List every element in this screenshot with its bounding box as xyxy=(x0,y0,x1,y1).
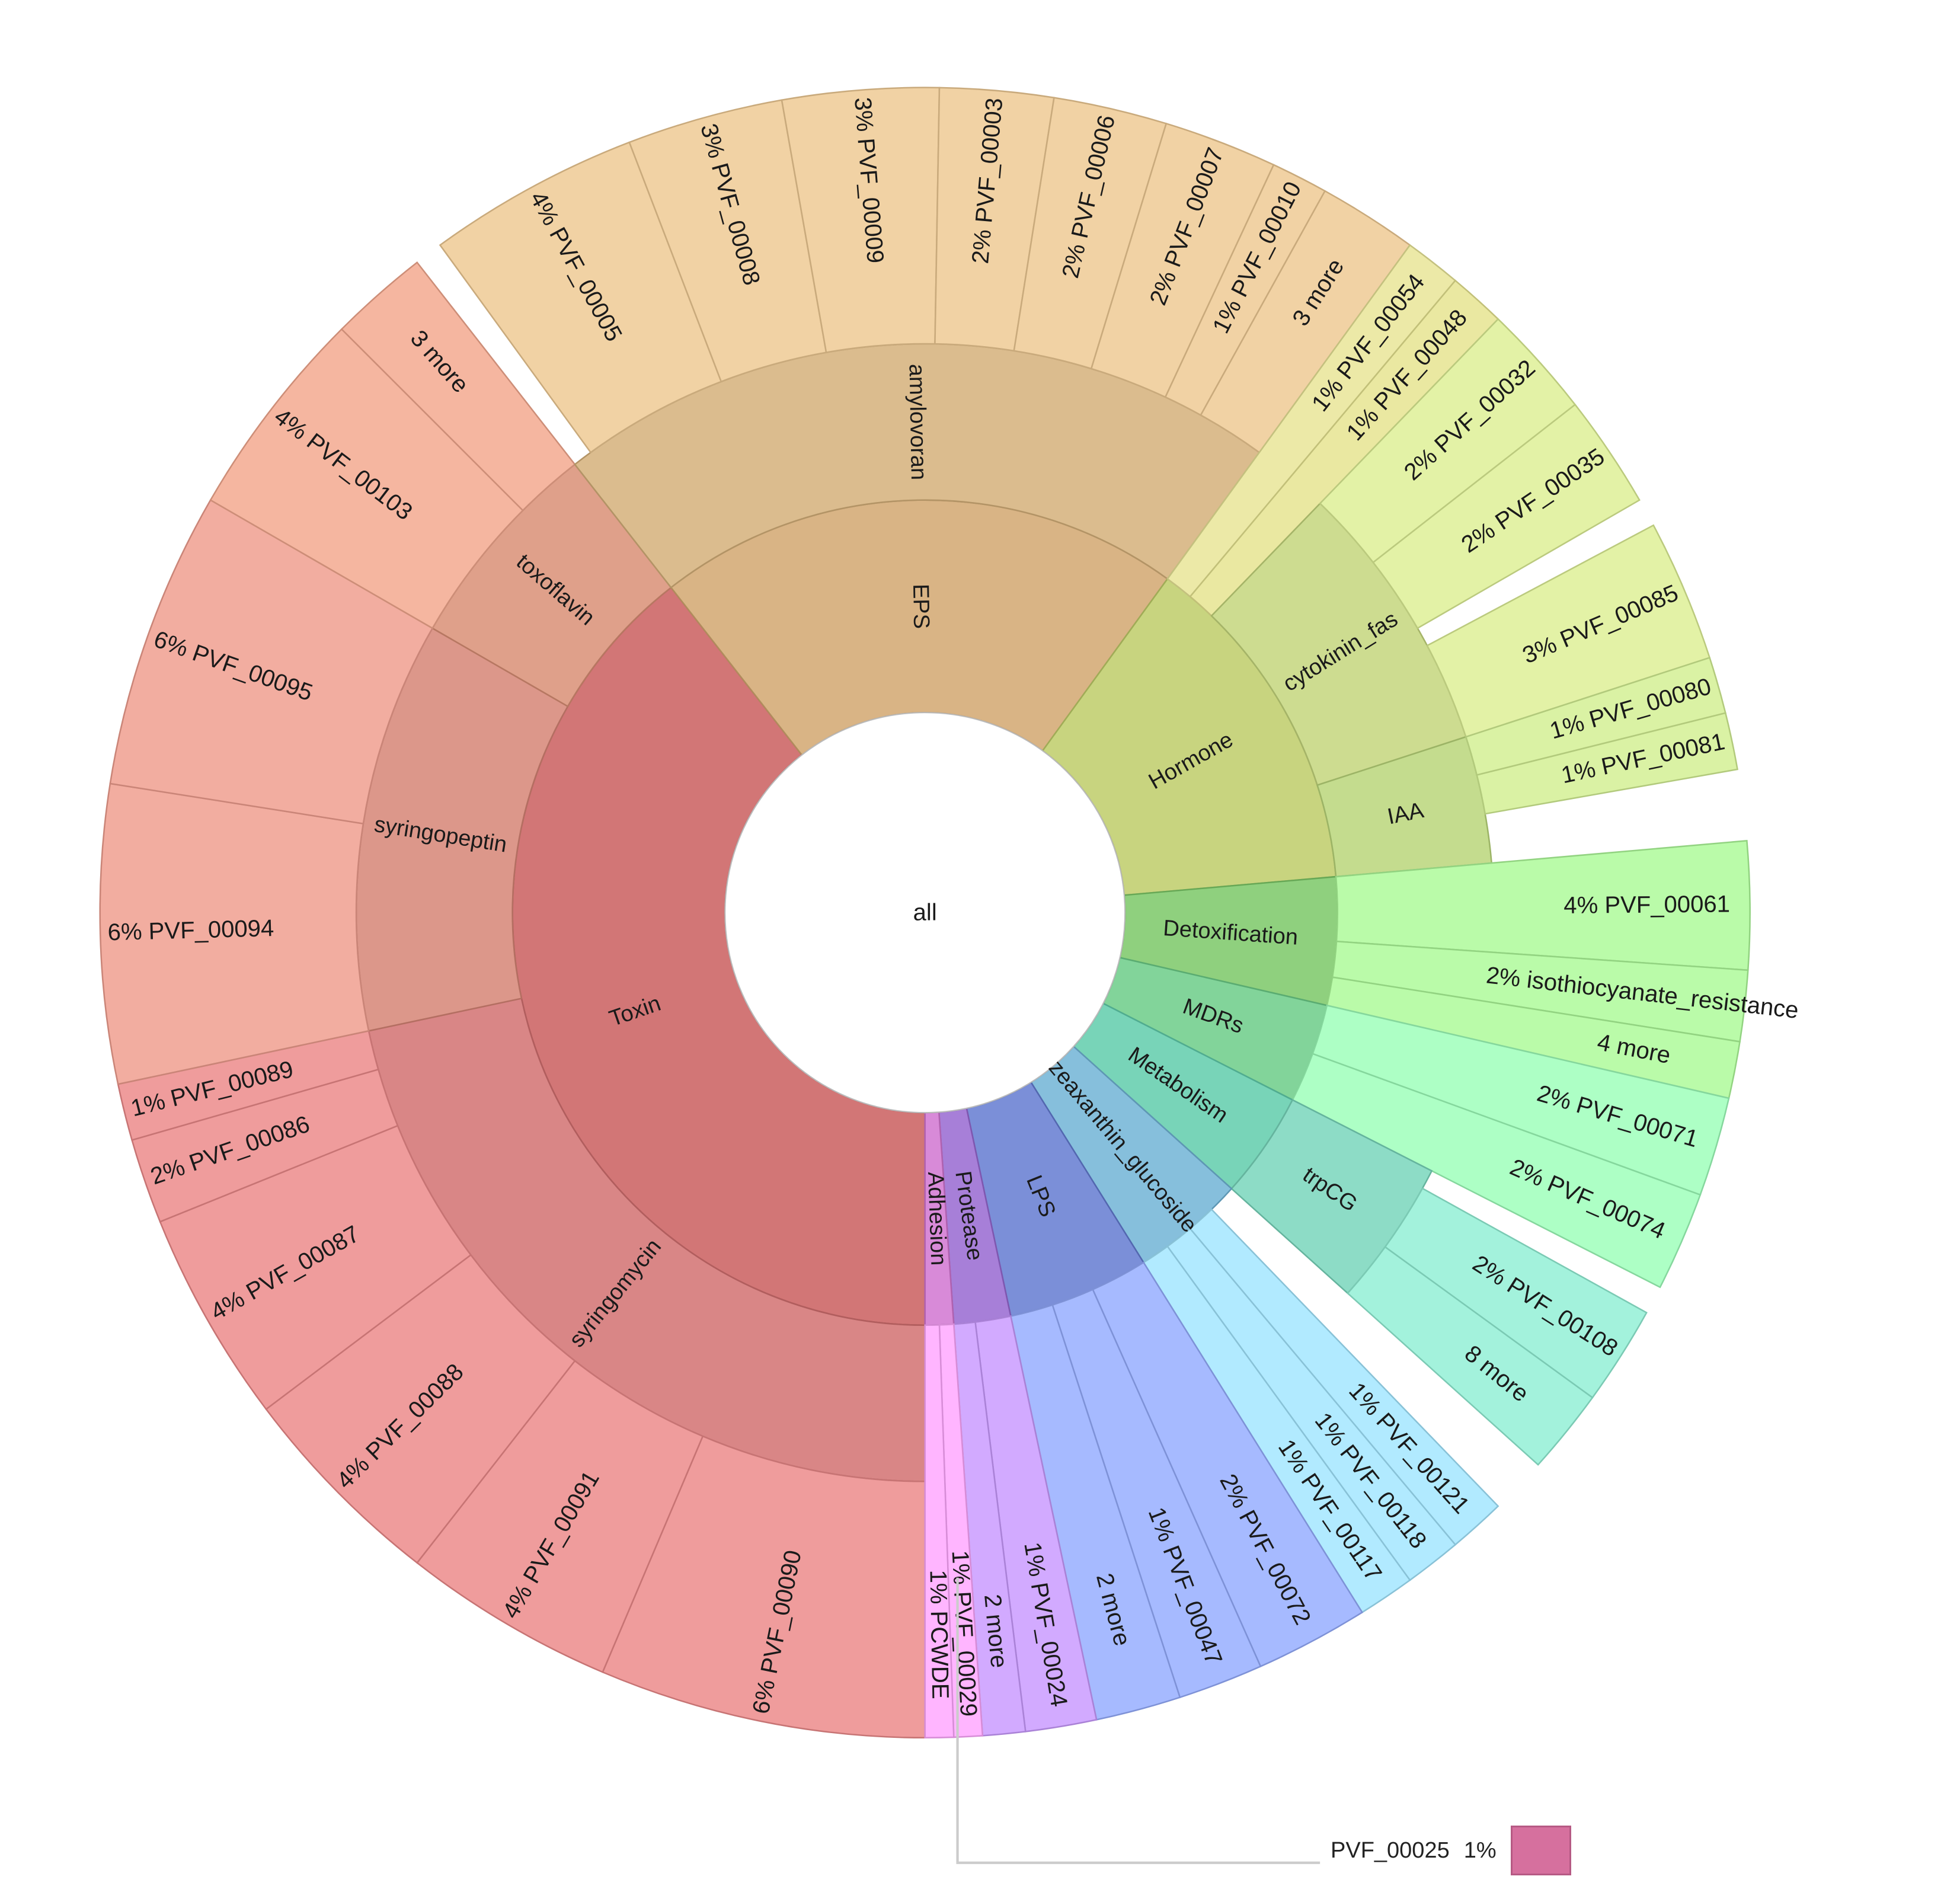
tooltip-pct: 1% xyxy=(1463,1837,1497,1863)
segment-pvf-00035[interactable] xyxy=(1372,403,1641,629)
hover-tooltip: PVF_00025 1% xyxy=(1331,1826,1571,1875)
segment-pvf-00081[interactable] xyxy=(1476,712,1738,815)
segment-pcwde[interactable] xyxy=(924,1324,955,1739)
center-hole xyxy=(724,712,1126,1114)
center-label: all xyxy=(913,899,937,925)
segment-3-more[interactable] xyxy=(340,261,576,512)
tooltip-label: PVF_00025 xyxy=(1331,1837,1450,1863)
label-eps: EPS xyxy=(908,584,933,629)
label-adhesion: Adhesion xyxy=(923,1171,951,1266)
tooltip-color-swatch xyxy=(1510,1826,1571,1875)
label-pvf-00061: 4% PVF_00061 xyxy=(1563,891,1730,918)
label-amylovoran: amylovoran xyxy=(904,363,931,480)
tooltip-connector xyxy=(956,1577,1320,1864)
segment-pvf-00074[interactable] xyxy=(1291,1053,1702,1289)
label-pvf-00094: 6% PVF_00094 xyxy=(107,915,274,945)
segment-8-more[interactable] xyxy=(1347,1246,1594,1466)
sunburst-rings xyxy=(99,87,1751,1739)
label-pcwde: 1% PCWDE xyxy=(925,1570,953,1699)
